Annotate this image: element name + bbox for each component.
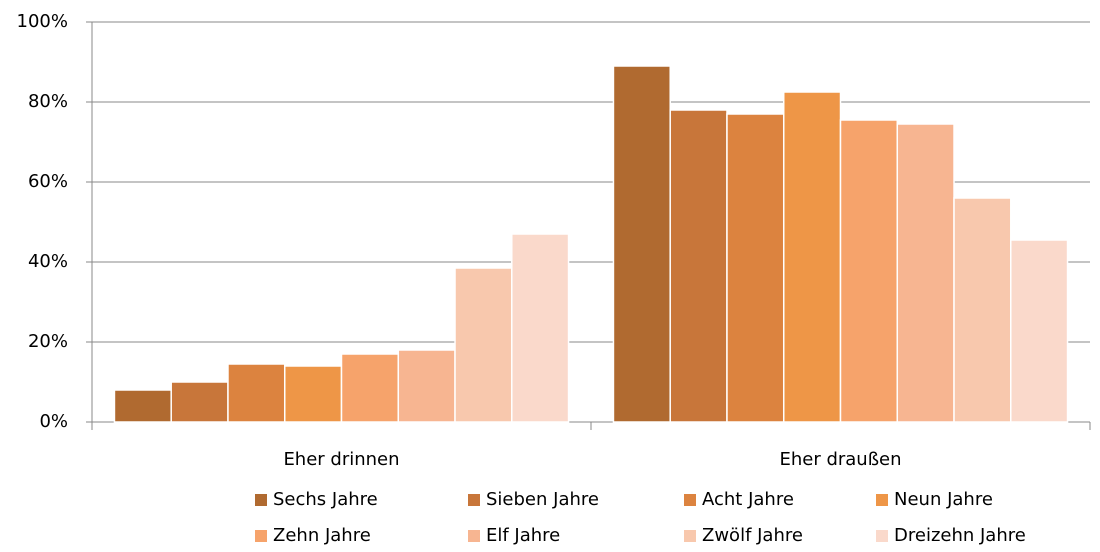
bar <box>397 349 456 423</box>
legend-label: Neun Jahre <box>894 489 993 510</box>
bar <box>113 389 172 423</box>
legend-label: Elf Jahre <box>486 525 560 546</box>
x-tick-label: Eher drinnen <box>283 449 399 470</box>
legend-label: Dreizehn Jahre <box>894 525 1026 546</box>
legend-label: Acht Jahre <box>702 489 794 510</box>
bar <box>227 363 286 423</box>
bar <box>283 365 343 423</box>
bar <box>669 109 728 423</box>
legend-swatch <box>468 530 480 542</box>
bar <box>340 353 400 423</box>
bar <box>454 267 513 423</box>
y-tick-label: 100% <box>17 11 68 32</box>
y-tick-label: 40% <box>28 251 68 272</box>
legend-label: Sechs Jahre <box>273 489 378 510</box>
bar <box>782 91 842 423</box>
legend-swatch <box>468 494 480 506</box>
legend-label: Zehn Jahre <box>273 525 371 546</box>
legend-label: Sieben Jahre <box>486 489 599 510</box>
legend-swatch <box>255 530 267 542</box>
y-tick-label: 60% <box>28 171 68 192</box>
legend-swatch <box>684 530 696 542</box>
y-tick-label: 20% <box>28 331 68 352</box>
bar <box>726 113 785 423</box>
bar <box>896 123 955 423</box>
legend-label: Zwölf Jahre <box>702 525 803 546</box>
bar <box>170 381 229 423</box>
bar <box>511 233 570 423</box>
legend-swatch <box>876 494 888 506</box>
x-tick-label: Eher draußen <box>779 449 901 470</box>
bar <box>612 65 671 423</box>
y-tick-label: 80% <box>28 91 68 112</box>
legend-swatch <box>255 494 267 506</box>
bar <box>839 119 899 423</box>
legend-swatch <box>876 530 888 542</box>
y-tick-label: 0% <box>39 411 68 432</box>
bar <box>1010 239 1069 423</box>
legend-swatch <box>684 494 696 506</box>
bar <box>953 197 1012 423</box>
